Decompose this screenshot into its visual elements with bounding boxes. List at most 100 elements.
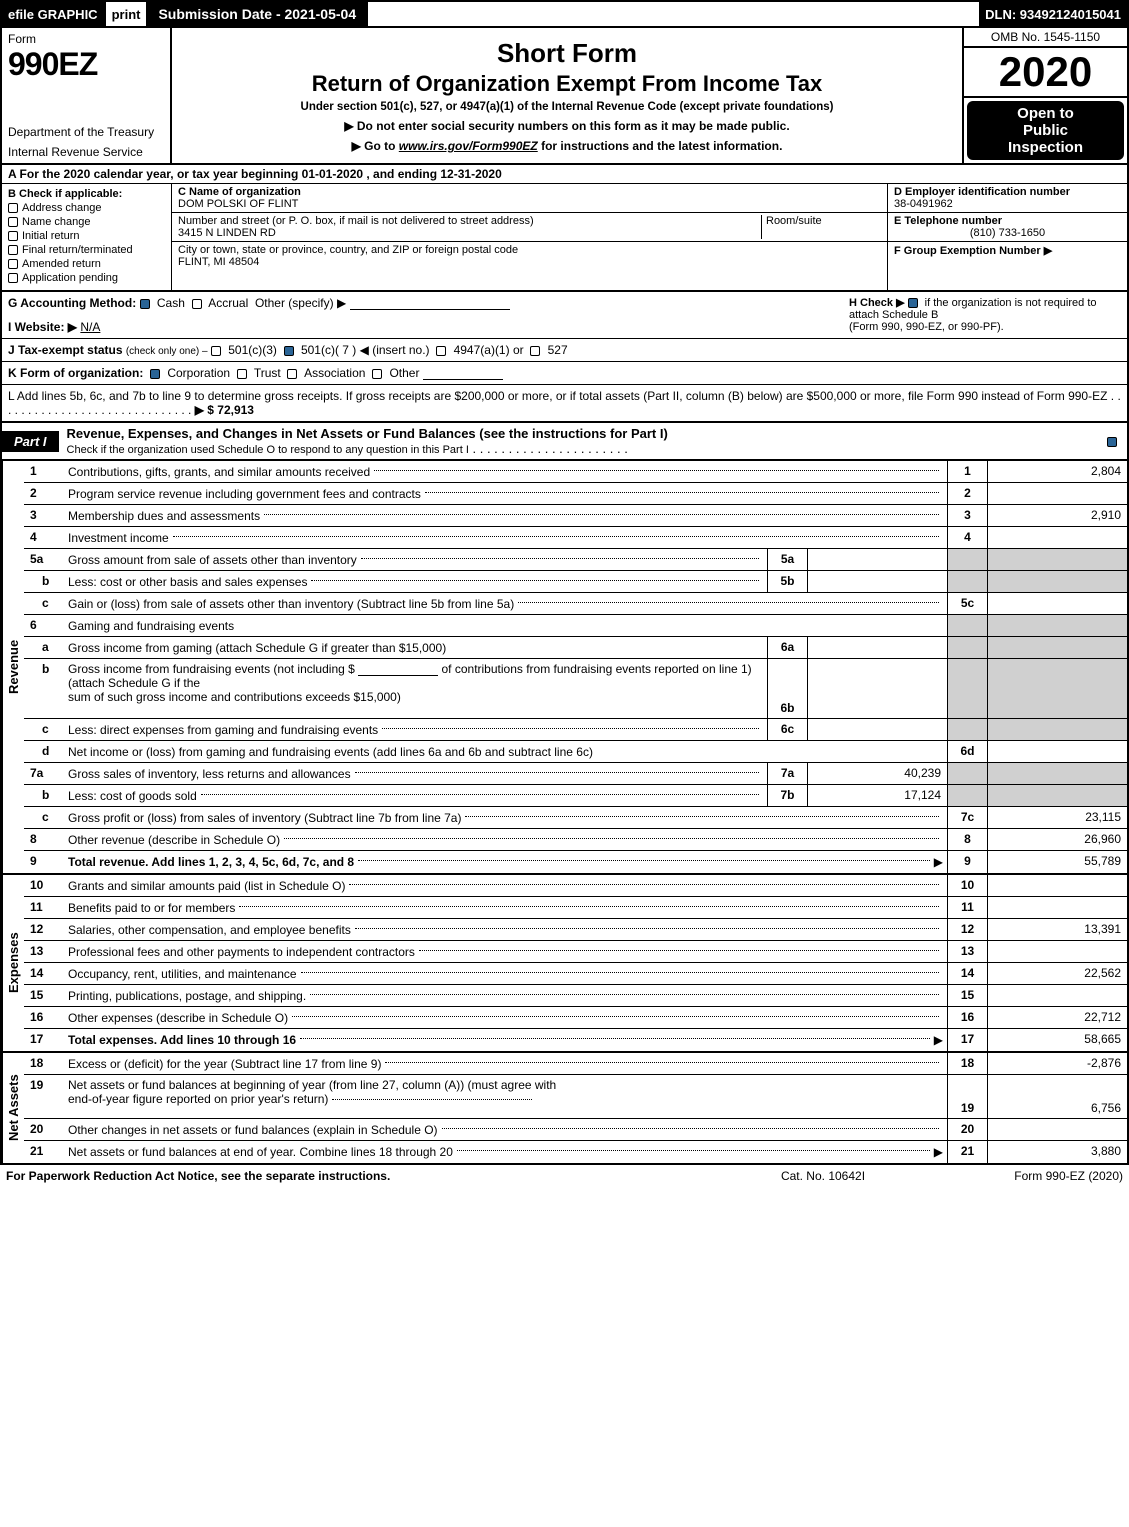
line-5b: b Less: cost or other basis and sales ex… xyxy=(24,571,1127,593)
chk-corporation[interactable] xyxy=(150,369,160,379)
other-specify-input[interactable] xyxy=(350,296,510,310)
page-footer: For Paperwork Reduction Act Notice, see … xyxy=(0,1165,1129,1187)
line-7a: 7a Gross sales of inventory, less return… xyxy=(24,763,1127,785)
line-g: G Accounting Method: Cash Accrual Other … xyxy=(8,296,841,334)
section-identity: B Check if applicable: Address change Na… xyxy=(0,183,1129,292)
h-text3: (Form 990, 990-EZ, or 990-PF). xyxy=(849,321,1004,333)
expenses-side-label: Expenses xyxy=(2,875,24,1051)
top-bar: efile GRAPHIC print Submission Date - 20… xyxy=(0,0,1129,28)
line-9-value: 55,789 xyxy=(987,851,1127,873)
checkbox-icon xyxy=(8,273,18,283)
topbar-spacer xyxy=(368,2,979,26)
efile-label: efile GRAPHIC xyxy=(2,2,106,26)
org-name: DOM POLSKI OF FLINT xyxy=(178,198,881,210)
box-d: D Employer identification number 38-0491… xyxy=(888,184,1127,213)
line-6a-value xyxy=(807,637,947,658)
catalog-number: Cat. No. 10642I xyxy=(723,1169,923,1183)
h-pre: H Check ▶ xyxy=(849,297,905,309)
line-6d-value xyxy=(987,741,1127,762)
addr-label: Number and street (or P. O. box, if mail… xyxy=(178,215,761,227)
box-b-header: B Check if applicable: xyxy=(8,188,165,200)
form-page-ref: Form 990-EZ (2020) xyxy=(923,1169,1123,1183)
chk-527[interactable] xyxy=(530,346,540,356)
open-to-public: Open to Public Inspection xyxy=(967,101,1124,160)
line-10: 10 Grants and similar amounts paid (list… xyxy=(24,875,1127,897)
l-amount: ▶ $ 72,913 xyxy=(195,403,254,417)
line-9: 9 Total revenue. Add lines 1, 2, 3, 4, 5… xyxy=(24,851,1127,873)
irs-link[interactable]: www.irs.gov/Form990EZ xyxy=(399,139,538,153)
line-13: 13 Professional fees and other payments … xyxy=(24,941,1127,963)
part-1-sub: Check if the organization used Schedule … xyxy=(67,444,469,456)
box-c: C Name of organization DOM POLSKI OF FLI… xyxy=(172,184,887,290)
website-value: N/A xyxy=(80,320,100,334)
room-suite: Room/suite xyxy=(761,215,881,239)
short-form-title: Short Form xyxy=(178,38,956,69)
chk-501c3[interactable] xyxy=(211,346,221,356)
chk-cash[interactable] xyxy=(140,299,150,309)
org-name-label: C Name of organization xyxy=(178,186,881,198)
6b-amount-input[interactable] xyxy=(358,662,438,676)
arrow-icon: ▶ xyxy=(934,1033,943,1047)
box-def: D Employer identification number 38-0491… xyxy=(887,184,1127,290)
org-city: FLINT, MI 48504 xyxy=(178,256,881,268)
header-right: OMB No. 1545-1150 2020 Open to Public In… xyxy=(962,28,1127,163)
line-11: 11 Benefits paid to or for members 11 xyxy=(24,897,1127,919)
line-16-value: 22,712 xyxy=(987,1007,1127,1028)
box-f: F Group Exemption Number ▶ xyxy=(888,242,1127,290)
chk-name-change[interactable]: Name change xyxy=(8,216,165,228)
chk-final-return[interactable]: Final return/terminated xyxy=(8,244,165,256)
line-12-value: 13,391 xyxy=(987,919,1127,940)
chk-initial-return[interactable]: Initial return xyxy=(8,230,165,242)
chk-schedule-b[interactable] xyxy=(908,298,918,308)
row-a-tax-year: A For the 2020 calendar year, or tax yea… xyxy=(0,165,1129,183)
chk-4947[interactable] xyxy=(436,346,446,356)
line-18: 18 Excess or (deficit) for the year (Sub… xyxy=(24,1053,1127,1075)
ein-value: 38-0491962 xyxy=(894,198,1121,210)
chk-accrual[interactable] xyxy=(192,299,202,309)
j-label: J Tax-exempt status xyxy=(8,343,123,357)
tax-year: 2020 xyxy=(964,48,1127,98)
line-5c-value xyxy=(987,593,1127,614)
omb-number: OMB No. 1545-1150 xyxy=(964,28,1127,48)
goto-pre: ▶ Go to xyxy=(352,139,399,153)
line-11-value xyxy=(987,897,1127,918)
line-13-value xyxy=(987,941,1127,962)
line-h: H Check ▶ if the organization is not req… xyxy=(841,296,1121,334)
line-6d: d Net income or (loss) from gaming and f… xyxy=(24,741,1127,763)
line-g-h: G Accounting Method: Cash Accrual Other … xyxy=(0,292,1129,339)
part-1-tab: Part I xyxy=(2,431,59,452)
i-label: I Website: ▶ xyxy=(8,320,77,334)
k-label: K Form of organization: xyxy=(8,366,143,380)
line-7c-value: 23,115 xyxy=(987,807,1127,828)
line-7c: c Gross profit or (loss) from sales of i… xyxy=(24,807,1127,829)
line-16: 16 Other expenses (describe in Schedule … xyxy=(24,1007,1127,1029)
open-line1: Open to xyxy=(971,105,1120,122)
line-3-value: 2,910 xyxy=(987,505,1127,526)
part-1-checkbox[interactable] xyxy=(1101,431,1127,451)
g-label: G Accounting Method: xyxy=(8,296,136,310)
checkbox-icon xyxy=(8,259,18,269)
line-6b-value xyxy=(807,659,947,718)
chk-other-org[interactable] xyxy=(372,369,382,379)
chk-application-pending[interactable]: Application pending xyxy=(8,272,165,284)
line-7b: b Less: cost of goods sold 7b 17,124 xyxy=(24,785,1127,807)
chk-501c[interactable] xyxy=(284,346,294,356)
ssn-warning: ▶ Do not enter social security numbers o… xyxy=(178,119,956,133)
chk-amended-return[interactable]: Amended return xyxy=(8,258,165,270)
chk-trust[interactable] xyxy=(237,369,247,379)
checkbox-icon xyxy=(8,203,18,213)
line-17: 17 Total expenses. Add lines 10 through … xyxy=(24,1029,1127,1051)
dept-treasury: Department of the Treasury xyxy=(8,125,164,139)
form-header: Form 990EZ Department of the Treasury In… xyxy=(0,28,1129,165)
phone-value: (810) 733-1650 xyxy=(894,227,1121,239)
line-k: K Form of organization: Corporation Trus… xyxy=(0,362,1129,385)
form-number: 990EZ xyxy=(8,46,164,83)
open-line2: Public xyxy=(971,122,1120,139)
chk-address-change[interactable]: Address change xyxy=(8,202,165,214)
checkbox-icon xyxy=(8,217,18,227)
chk-association[interactable] xyxy=(287,369,297,379)
print-button[interactable]: print xyxy=(106,2,149,26)
goto-post: for instructions and the latest informat… xyxy=(538,139,783,153)
other-org-input[interactable] xyxy=(423,366,503,380)
checkbox-icon xyxy=(8,245,18,255)
